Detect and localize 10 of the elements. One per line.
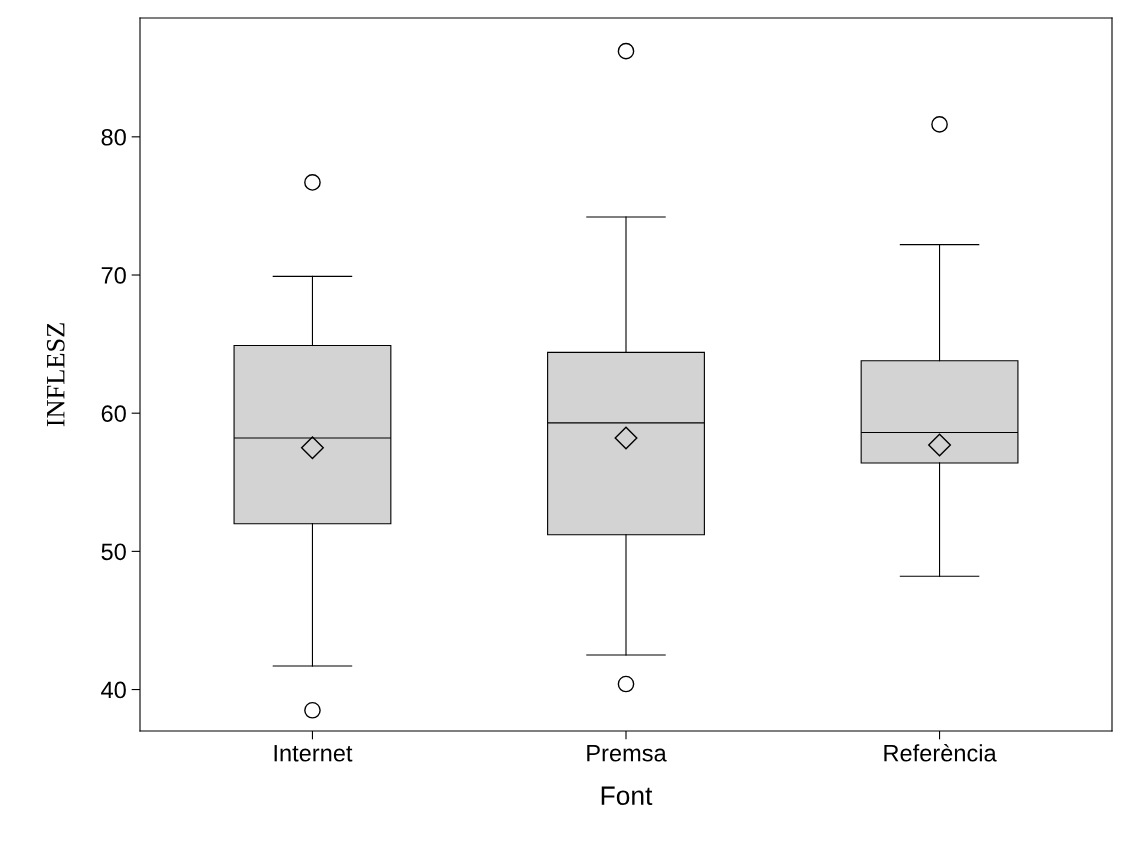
x-axis-title: Font (601, 786, 653, 806)
y-tick-label: 50 (101, 543, 126, 561)
y-tick-label: 40 (101, 681, 126, 699)
x-tick-label: Internet (274, 745, 353, 762)
x-tick-label: Referència (884, 743, 997, 762)
y-tick-label: 70 (101, 267, 126, 284)
y-axis-title: INFLESZ (46, 323, 65, 427)
y-tick-label: 60 (101, 405, 126, 422)
x-tick-label: Premsa (587, 745, 667, 762)
y-tick-label: 80 (101, 128, 126, 146)
